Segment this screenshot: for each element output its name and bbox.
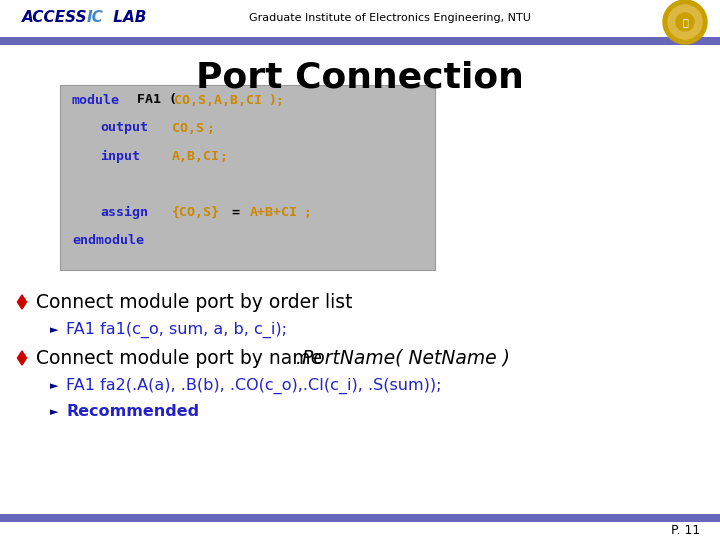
Polygon shape: [17, 351, 27, 365]
Text: ;: ;: [304, 206, 312, 219]
Text: );: );: [268, 93, 284, 106]
Text: Connect module port by name: Connect module port by name: [36, 348, 328, 368]
Text: ;: ;: [207, 122, 215, 134]
Text: A,B,CI: A,B,CI: [172, 150, 220, 163]
Text: A+B+CI: A+B+CI: [250, 206, 298, 219]
Text: LAB: LAB: [108, 10, 146, 25]
Polygon shape: [668, 5, 702, 39]
Text: ►: ►: [50, 325, 58, 335]
Text: output: output: [100, 122, 148, 134]
Text: CO,S,A,B,CI: CO,S,A,B,CI: [174, 93, 262, 106]
FancyBboxPatch shape: [60, 85, 435, 270]
Polygon shape: [676, 13, 694, 31]
Text: ACCESS: ACCESS: [22, 10, 88, 25]
Text: assign: assign: [100, 205, 148, 219]
Text: ►: ►: [50, 407, 58, 417]
Text: Port Connection: Port Connection: [196, 61, 524, 95]
Text: =: =: [224, 206, 248, 219]
Text: Graduate Institute of Electronics Engineering, NTU: Graduate Institute of Electronics Engine…: [249, 13, 531, 23]
Text: 國: 國: [682, 17, 688, 27]
Text: FA1 (: FA1 (: [129, 93, 177, 106]
Text: ;: ;: [220, 150, 228, 163]
Text: endmodule: endmodule: [72, 233, 144, 246]
FancyBboxPatch shape: [0, 514, 720, 522]
Text: FA1 fa1(c_o, sum, a, b, c_i);: FA1 fa1(c_o, sum, a, b, c_i);: [66, 322, 287, 338]
Text: CO,S: CO,S: [172, 122, 204, 134]
Text: Connect module port by order list: Connect module port by order list: [36, 293, 353, 312]
Text: {CO,S}: {CO,S}: [172, 206, 220, 219]
Text: ►: ►: [50, 381, 58, 391]
Text: module: module: [72, 93, 120, 106]
Text: input: input: [100, 150, 140, 163]
Polygon shape: [17, 295, 27, 309]
Polygon shape: [663, 0, 707, 44]
Text: P. 11: P. 11: [671, 523, 700, 537]
FancyBboxPatch shape: [0, 37, 720, 45]
Text: Recommended: Recommended: [66, 404, 199, 420]
Text: .PortName( NetName ): .PortName( NetName ): [296, 348, 510, 368]
Text: FA1 fa2(.A(a), .B(b), .CO(c_o),.CI(c_i), .S(sum));: FA1 fa2(.A(a), .B(b), .CO(c_o),.CI(c_i),…: [66, 378, 441, 394]
Text: IC: IC: [87, 10, 104, 25]
